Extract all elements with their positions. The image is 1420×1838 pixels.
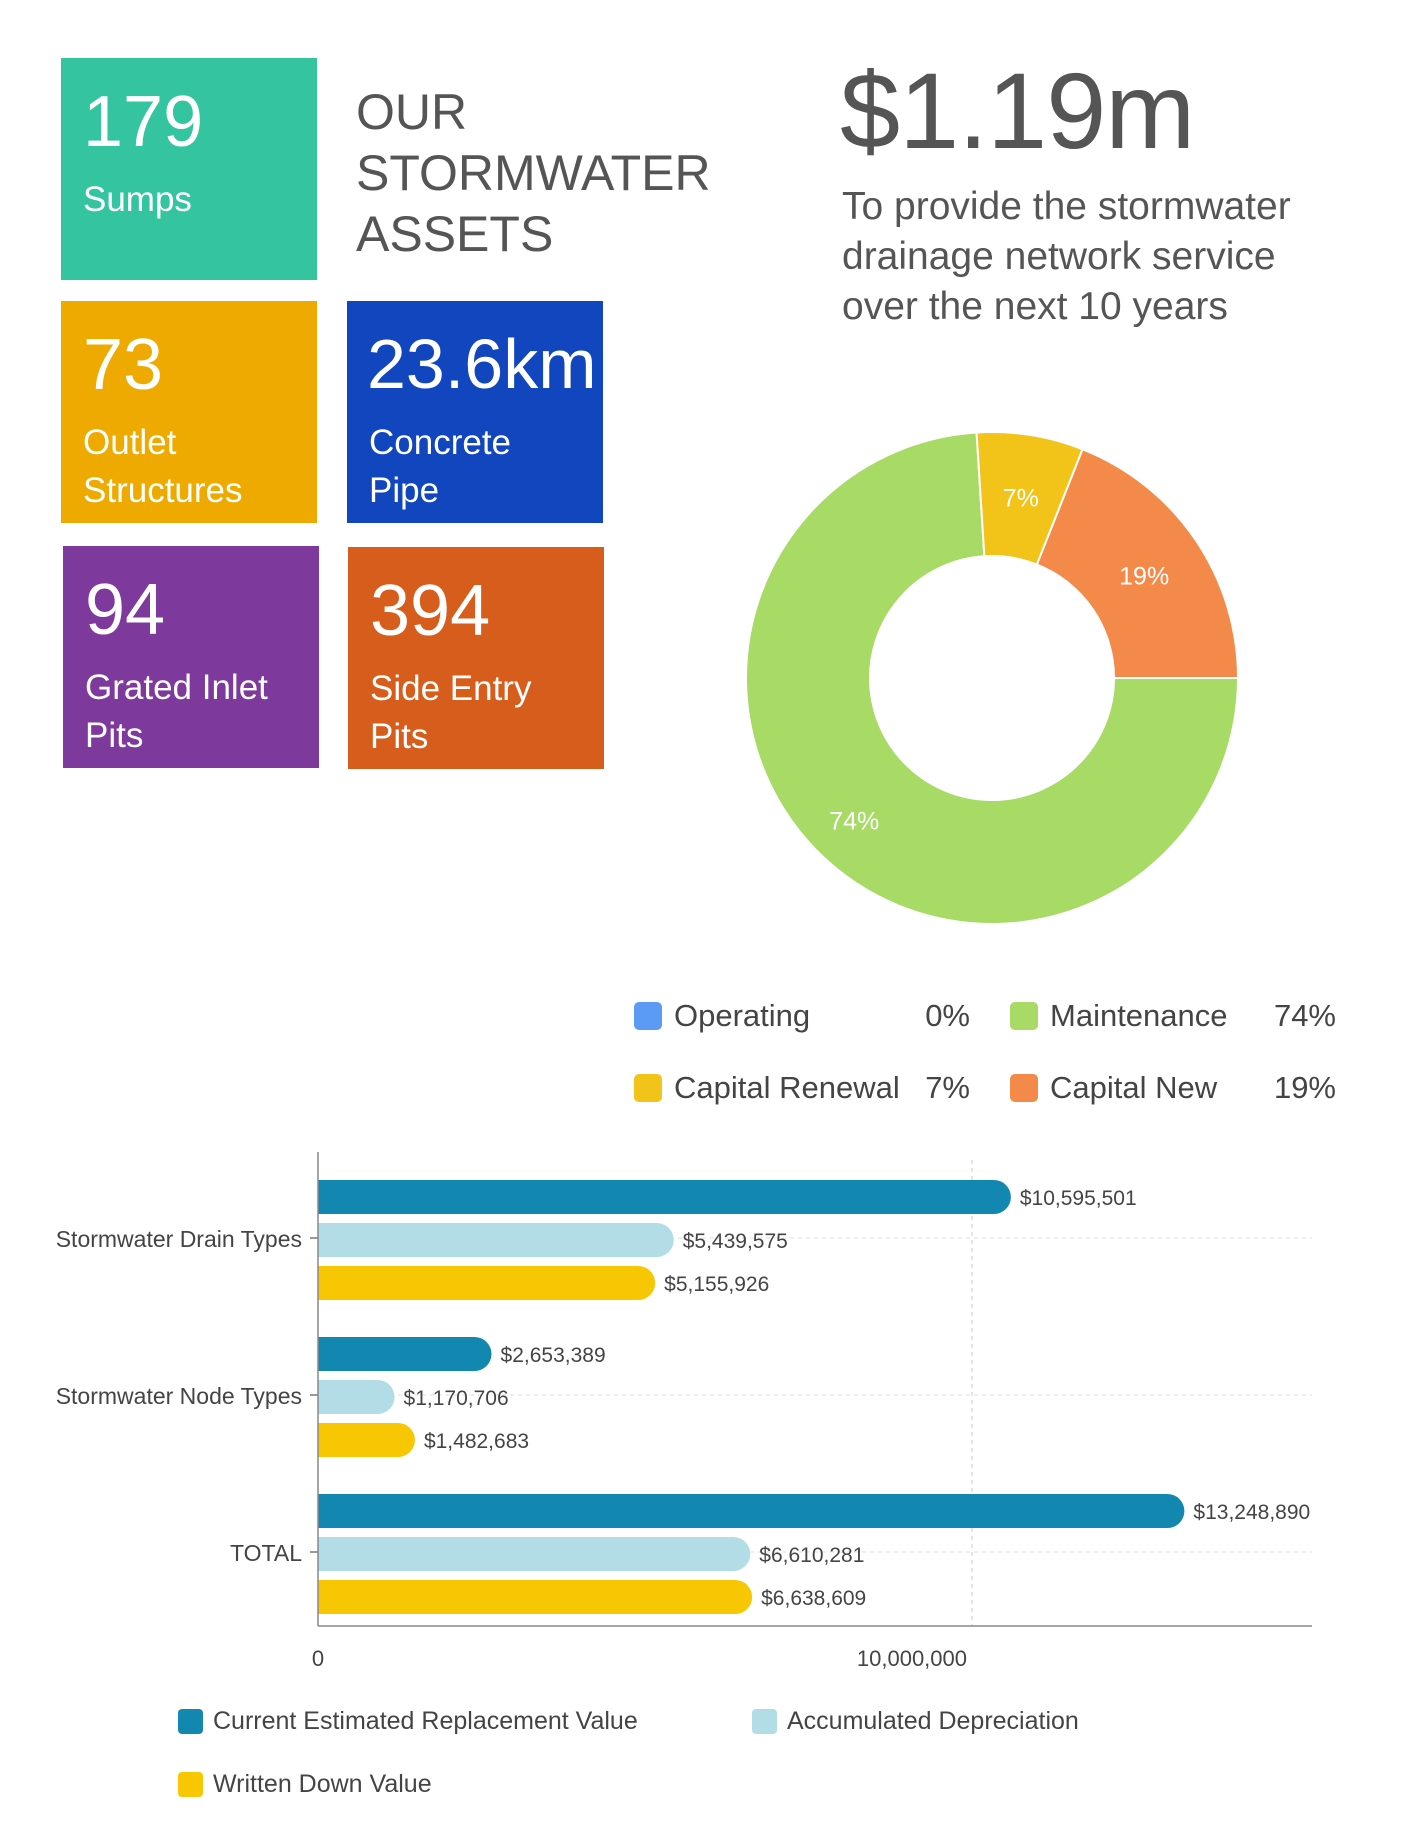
tile-number: 94	[85, 570, 166, 650]
bar	[318, 1380, 395, 1414]
y-tick-label: TOTAL	[230, 1540, 302, 1566]
bar	[318, 1580, 753, 1614]
tile-label: Side Entry Pits	[370, 669, 532, 756]
tile-grated-inlet-pits: 94 Grated Inlet Pits	[63, 546, 319, 768]
bar-value-label: $5,439,575	[683, 1230, 788, 1253]
bar	[318, 1180, 1011, 1214]
bar-value-label: $10,595,501	[1020, 1187, 1137, 1210]
y-tick-label: Stormwater Drain Types	[56, 1226, 302, 1252]
tile-number: 73	[83, 325, 164, 405]
bar	[318, 1223, 674, 1257]
tile-label: Concrete Pipe	[369, 423, 512, 510]
donut-slice-label: 74%	[829, 807, 879, 835]
bar	[318, 1537, 751, 1571]
legend-percent: 74%	[1273, 998, 1336, 1033]
bar	[318, 1494, 1185, 1528]
tile-label: Sumps	[83, 180, 192, 219]
bar	[318, 1423, 415, 1457]
legend-item-operating: Operating	[634, 998, 810, 1034]
tile-side-entry-pits: 394 Side Entry Pits	[348, 547, 604, 769]
legend-item-maintenance: Maintenance	[1010, 998, 1228, 1034]
legend-label: Capital Renewal	[674, 1070, 900, 1105]
bar-legend-item: Current Estimated Replacement Value	[178, 1707, 638, 1736]
headline-description: To provide the stormwater drainage netwo…	[842, 185, 1291, 328]
legend-swatch	[1010, 1074, 1038, 1102]
tile-number: 179	[83, 82, 204, 162]
legend-swatch	[634, 1002, 662, 1030]
bar-legend-item: Accumulated Depreciation	[752, 1707, 1079, 1736]
legend-percent: 19%	[1273, 1070, 1336, 1105]
legend-label: Maintenance	[1050, 998, 1228, 1033]
legend-swatch	[1010, 1002, 1038, 1030]
tile-label: Outlet Structures	[83, 423, 243, 510]
donut-slice-maintenance	[745, 431, 1240, 925]
legend-swatch	[634, 1074, 662, 1102]
bar	[318, 1266, 656, 1300]
legend-label: Capital New	[1050, 1070, 1218, 1105]
legend-swatch	[178, 1772, 203, 1797]
legend-label: Accumulated Depreciation	[787, 1707, 1079, 1735]
legend-swatch	[752, 1709, 777, 1734]
tile-sumps: 179 Sumps	[61, 58, 317, 280]
y-tick-label: Stormwater Node Types	[56, 1383, 302, 1409]
legend-label: Written Down Value	[213, 1770, 432, 1798]
x-tick-label: 0	[312, 1646, 324, 1671]
x-tick-label: 10,000,000	[857, 1646, 967, 1671]
legend-label: Current Estimated Replacement Value	[213, 1707, 638, 1735]
legend-label: Operating	[674, 998, 811, 1033]
legend-item-capital-renewal: Capital Renewal	[634, 1070, 900, 1106]
tile-outlet-structures: 73 Outlet Structures	[61, 301, 317, 523]
legend-percent: 7%	[925, 1070, 970, 1105]
tile-number: 394	[370, 571, 491, 651]
bar	[318, 1337, 492, 1371]
bar-value-label: $1,482,683	[424, 1430, 529, 1453]
tile-concrete-pipe: 23.6km Concrete Pipe	[347, 301, 603, 523]
legend-percent: 0%	[925, 998, 970, 1033]
donut-slice-label: 19%	[1119, 563, 1169, 591]
bar-value-label: $5,155,926	[664, 1273, 769, 1296]
tile-number: 23.6km	[367, 325, 597, 403]
legend-swatch	[178, 1709, 203, 1734]
bar-value-label: $2,653,389	[501, 1344, 606, 1367]
legend-item-capital-new: Capital New	[1010, 1070, 1217, 1106]
tile-label: Grated Inlet Pits	[85, 668, 268, 755]
page-title: OUR STORMWATER ASSETS	[356, 84, 711, 262]
headline-amount: $1.19m	[840, 50, 1195, 171]
bar-legend-item: Written Down Value	[178, 1770, 432, 1799]
donut-chart: 0%74%7%19%	[745, 431, 1249, 925]
donut-legend: Operating 0% Maintenance 74% Capital Ren…	[634, 990, 1354, 1140]
bar-value-label: $1,170,706	[404, 1387, 509, 1410]
bar-value-label: $6,638,609	[761, 1587, 866, 1610]
bar-chart: Stormwater Drain Types $10,595,501 $5,439,…	[56, 1152, 1312, 1671]
donut-slice-capital-new	[1035, 447, 1240, 679]
bar-value-label: $13,248,890	[1193, 1501, 1310, 1524]
bar-value-label: $6,610,281	[759, 1544, 864, 1567]
donut-slice-label: 7%	[1003, 484, 1039, 512]
